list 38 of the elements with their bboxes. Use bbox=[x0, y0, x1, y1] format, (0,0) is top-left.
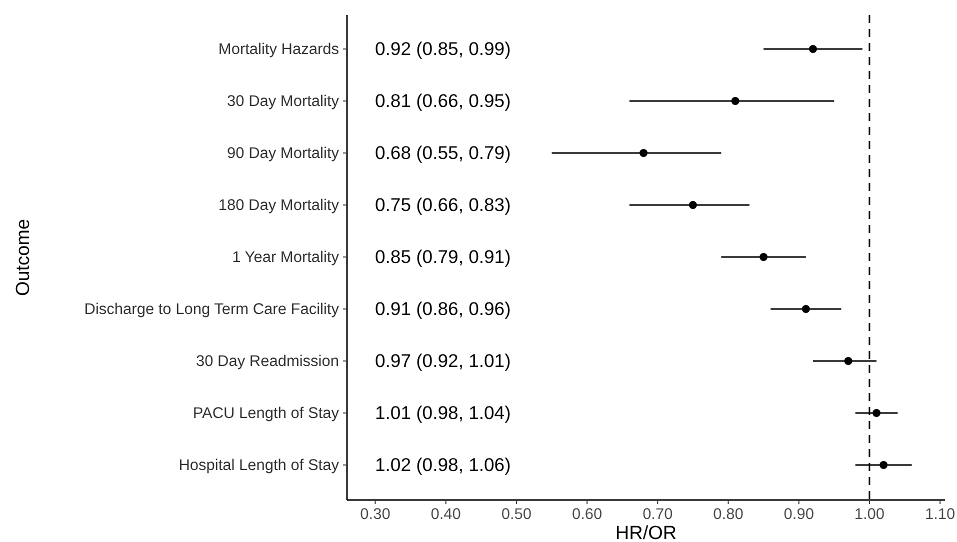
x-tick-label: 0.30 bbox=[360, 506, 391, 523]
x-tick-label: 0.80 bbox=[713, 506, 744, 523]
y-tick-label: 180 Day Mortality bbox=[218, 197, 340, 214]
annotation: 0.85 (0.79, 0.91) bbox=[375, 246, 511, 267]
annotation: 0.68 (0.55, 0.79) bbox=[375, 142, 511, 163]
x-axis-title: HR/OR bbox=[615, 523, 677, 542]
annotation: 1.02 (0.98, 1.06) bbox=[375, 454, 511, 475]
x-tick-label: 0.90 bbox=[784, 506, 814, 523]
point bbox=[688, 201, 697, 209]
annotation: 0.97 (0.92, 1.01) bbox=[375, 350, 511, 371]
point bbox=[640, 149, 648, 157]
x-tick-label: 0.40 bbox=[430, 506, 462, 523]
y-tick-label: 30 Day Readmission bbox=[196, 353, 339, 370]
x-tick-label: 0.50 bbox=[501, 506, 532, 523]
y-tick-label: Mortality Hazards bbox=[218, 41, 340, 58]
annotation: 0.81 (0.66, 0.95) bbox=[375, 90, 511, 111]
point bbox=[760, 253, 768, 261]
annotation: 0.91 (0.86, 0.96) bbox=[375, 298, 511, 319]
y-tick-label: 90 Day Mortality bbox=[227, 145, 340, 162]
point bbox=[808, 45, 817, 53]
y-tick-label: PACU Length of Stay bbox=[192, 405, 340, 422]
y-tick-label: 30 Day Mortality bbox=[227, 93, 340, 110]
y-tick-label: Discharge to Long Term Care Facility bbox=[84, 301, 340, 318]
point bbox=[844, 357, 852, 365]
x-tick-label: 1.00 bbox=[854, 506, 885, 523]
point bbox=[731, 97, 740, 105]
point bbox=[802, 305, 810, 313]
x-tick-label: 0.70 bbox=[642, 506, 674, 523]
x-tick-label: 1.10 bbox=[924, 506, 956, 523]
annotation: 0.92 (0.85, 0.99) bbox=[375, 38, 511, 59]
annotation: 0.75 (0.66, 0.83) bbox=[375, 194, 511, 215]
y-tick-label: Hospital Length of Stay bbox=[178, 457, 340, 474]
annotation: 1.01 (0.98, 1.04) bbox=[375, 402, 511, 423]
point bbox=[872, 409, 881, 417]
y-tick-label: 1 Year Mortality bbox=[232, 249, 340, 266]
y-axis-title: Outcome bbox=[13, 218, 34, 296]
point bbox=[880, 461, 888, 469]
x-tick-label: 0.60 bbox=[572, 506, 603, 523]
